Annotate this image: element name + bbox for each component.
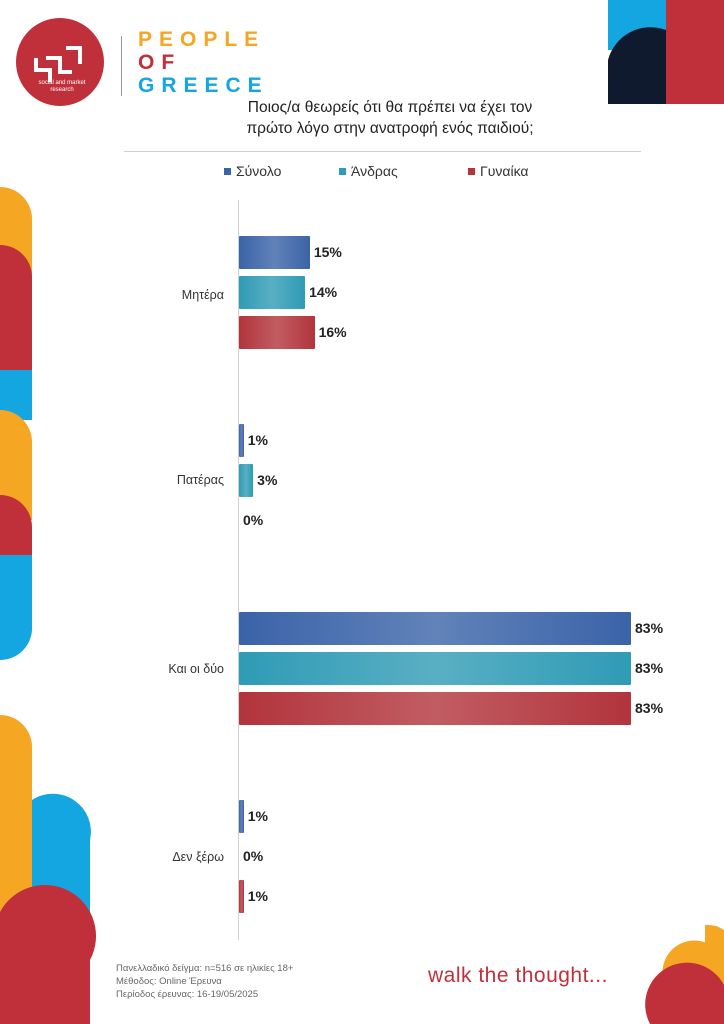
bar-both-men: [239, 652, 631, 685]
chart-title-line-1: Ποιος/α θεωρείς ότι θα πρέπει να έχει το…: [247, 99, 533, 116]
brand-line-3: GREECE: [138, 74, 269, 97]
bar-father-men: [239, 464, 254, 497]
logo-subtitle: social and market research: [38, 80, 86, 93]
bar-mother-men: [239, 276, 306, 309]
category-label-dont-know: Δεν ξέρω: [172, 850, 224, 864]
value-label-both-women: 83%: [635, 700, 664, 716]
value-label-mother-total: 15%: [313, 244, 342, 260]
legend-item-total: Σύνολο: [224, 163, 281, 179]
logo-mark-icon: [34, 46, 82, 82]
value-label-both-total: 83%: [635, 620, 664, 636]
brand-letters: PEOPLE: [138, 28, 266, 51]
value-label-dont-know-women: 1%: [247, 888, 268, 904]
value-label-both-men: 83%: [635, 660, 664, 676]
bar-dont-know-women: [239, 880, 244, 913]
category-label-father: Πατέρας: [176, 473, 224, 487]
legend-item-men: Άνδρας: [339, 163, 398, 179]
chart-title: Ποιος/α θεωρείς ότι θα πρέπει να έχει το…: [150, 97, 630, 139]
value-label-mother-women: 16%: [318, 324, 347, 340]
survey-note-sample: Πανελλαδικό δείγμα: n=516 σε ηλικίες 18+: [116, 963, 294, 974]
tagline: walk the thought...: [428, 964, 608, 987]
logo: social and market research: [16, 18, 104, 106]
chart-title-line-2: πρώτο λόγο στην ανατροφή ενός παιδιού;: [246, 120, 534, 137]
value-label-dont-know-total: 1%: [247, 808, 268, 824]
bar-father-total: [239, 424, 244, 457]
category-label-mother: Μητέρα: [181, 288, 224, 302]
category-axis: [238, 200, 239, 940]
brand-line-1: PEOPLE: [138, 29, 265, 51]
header-divider: [121, 36, 122, 96]
value-label-father-women: 0%: [243, 512, 264, 528]
value-label-father-men: 3%: [257, 472, 278, 488]
survey-note-period: Περίοδος έρευνας: 16-19/05/2025: [116, 989, 259, 1000]
value-label-dont-know-men: 0%: [243, 848, 264, 864]
survey-note-method: Μέθοδος: Online Έρευνα: [116, 976, 222, 987]
legend-label-men: Άνδρας: [351, 163, 398, 179]
category-label-both: Και οι δύο: [168, 662, 224, 676]
bar-mother-total: [239, 236, 310, 269]
bar-both-total: [239, 612, 631, 645]
value-label-father-total: 1%: [247, 432, 268, 448]
title-divider: [124, 151, 641, 152]
legend-swatch-total: [224, 167, 231, 175]
legend-label-total: Σύνολο: [236, 163, 282, 179]
brand-line-2: OF: [138, 51, 182, 74]
value-label-mother-men: 14%: [309, 284, 338, 300]
survey-notes: Πανελλαδικό δείγμα: n=516 σε ηλικίες 18+…: [116, 962, 293, 1001]
legend-swatch-women: [468, 167, 475, 175]
bar-dont-know-total: [239, 800, 244, 833]
legend-item-women: Γυναίκα: [468, 163, 529, 179]
legend-label-women: Γυναίκα: [480, 163, 529, 179]
bar-mother-women: [239, 316, 315, 349]
legend-swatch-men: [339, 167, 346, 175]
bar-both-women: [239, 692, 631, 725]
